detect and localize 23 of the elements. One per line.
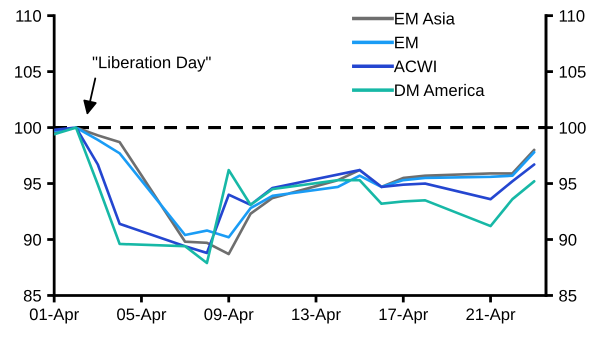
annotation: "Liberation Day" xyxy=(92,56,211,72)
y-tick-label: 100 xyxy=(15,122,42,134)
legend-label: EM xyxy=(395,36,418,48)
y2-tick-label: 100 xyxy=(560,122,586,134)
y-tick-label: 105 xyxy=(15,66,41,78)
y2-tick-label: 105 xyxy=(560,66,586,78)
x-tick-label: 01-Apr xyxy=(30,308,79,324)
y-tick-label: 95 xyxy=(24,178,41,190)
legend-label: DM America xyxy=(395,84,485,96)
x-tick-label: 05-Apr xyxy=(117,308,166,324)
legend-label: ACWI xyxy=(394,60,436,72)
y2-tick-label: 95 xyxy=(559,178,576,190)
y-tick-label: 110 xyxy=(16,10,42,22)
x-tick-label: 09-Apr xyxy=(204,308,254,324)
legend-label: EM Asia xyxy=(395,12,455,25)
y-tick-label: 85 xyxy=(24,290,41,302)
y2-tick-label: 110 xyxy=(560,10,584,22)
x-tick-label: 13-Apr xyxy=(292,308,341,324)
y-tick-label: 90 xyxy=(24,234,42,246)
y2-tick-label: 90 xyxy=(559,234,576,246)
y2-tick-label: 85 xyxy=(559,290,576,302)
x-tick-label: 17-Apr xyxy=(380,308,428,324)
x-tick-label: 21-Apr xyxy=(466,308,516,324)
